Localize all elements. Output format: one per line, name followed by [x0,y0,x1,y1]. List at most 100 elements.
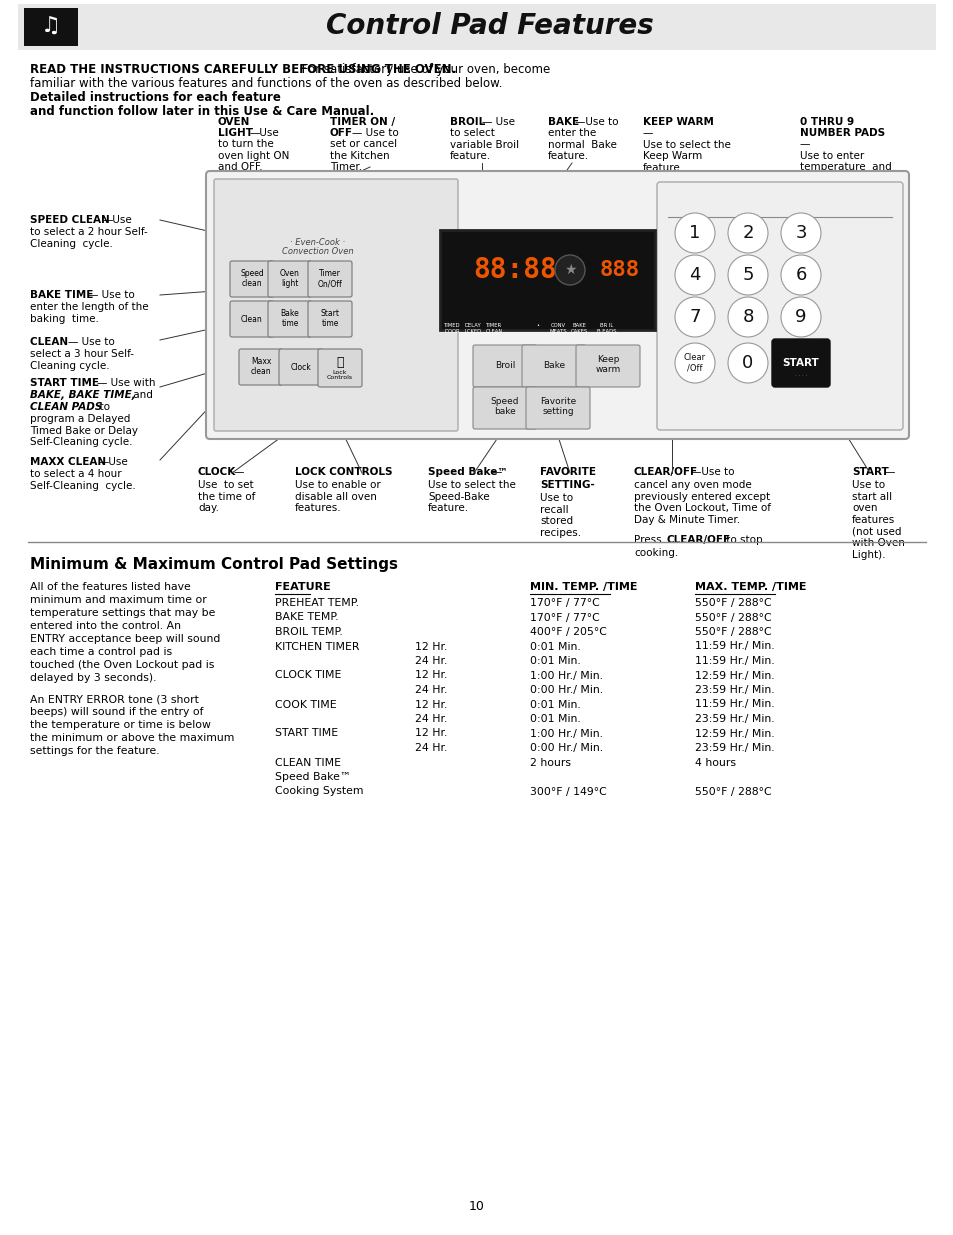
Text: CLOCK: CLOCK [198,467,236,477]
Circle shape [675,212,714,253]
Text: —
Use to select the
Keep Warm
feature.: — Use to select the Keep Warm feature. [642,128,730,173]
Text: 888: 888 [599,261,639,280]
Text: COOK TIME: COOK TIME [274,699,336,709]
Text: 550°F / 288°C: 550°F / 288°C [695,627,771,637]
Text: and function follow later in this Use & Care Manual.: and function follow later in this Use & … [30,105,374,119]
Text: 12:59 Hr./ Min.: 12:59 Hr./ Min. [695,671,774,680]
Text: to select a 4 hour
Self-Cleaning  cycle.: to select a 4 hour Self-Cleaning cycle. [30,469,135,490]
Text: delayed by 3 seconds).: delayed by 3 seconds). [30,673,156,683]
Text: 2 hours: 2 hours [530,757,571,767]
Text: program a Delayed
Timed Bake or Delay
Self-Cleaning cycle.: program a Delayed Timed Bake or Delay Se… [30,414,138,447]
Text: CLEAN TIME: CLEAN TIME [274,757,340,767]
FancyBboxPatch shape [213,179,457,431]
Text: 5: 5 [741,266,753,284]
Circle shape [675,254,714,295]
Text: 1:00 Hr./ Min.: 1:00 Hr./ Min. [530,671,602,680]
Text: 6: 6 [795,266,806,284]
Text: 4 hours: 4 hours [695,757,735,767]
Text: 🔒: 🔒 [335,357,343,369]
Text: each time a control pad is: each time a control pad is [30,647,172,657]
Text: 1: 1 [689,224,700,242]
Text: 12 Hr.: 12 Hr. [415,699,447,709]
Text: . . . .: . . . . [794,373,806,378]
Text: Use  to set
the time of
day.: Use to set the time of day. [198,480,255,514]
Text: 170°F / 77°C: 170°F / 77°C [530,613,599,622]
Circle shape [781,254,821,295]
Text: cancel any oven mode
previously entered except
the Oven Lockout, Time of
Day & M: cancel any oven mode previously entered … [634,480,770,525]
Circle shape [727,296,767,337]
Text: 24 Hr.: 24 Hr. [415,685,447,695]
Circle shape [727,343,767,383]
Text: 10: 10 [469,1200,484,1213]
Text: 9: 9 [795,308,806,326]
Text: to select
variable Broil
feature.: to select variable Broil feature. [450,128,518,162]
Circle shape [781,296,821,337]
Text: and: and [130,390,152,400]
FancyBboxPatch shape [230,301,274,337]
Text: 23:59 Hr./ Min.: 23:59 Hr./ Min. [695,714,774,724]
Text: BAKE
CAKES: BAKE CAKES [570,324,587,333]
Text: READ THE INSTRUCTIONS CAREFULLY BEFORE USING THE OVEN.: READ THE INSTRUCTIONS CAREFULLY BEFORE U… [30,63,456,77]
Text: —: — [492,467,502,477]
Text: —Use: —Use [250,128,279,138]
Text: Control Pad Features: Control Pad Features [326,12,653,40]
Text: MIN. TEMP. /TIME: MIN. TEMP. /TIME [530,582,637,592]
FancyBboxPatch shape [230,261,274,296]
Text: temperature settings that may be: temperature settings that may be [30,608,215,618]
Text: light: light [281,279,298,289]
Text: 88:88: 88:88 [473,256,557,284]
Text: Lock
Controls: Lock Controls [327,369,353,380]
FancyBboxPatch shape [308,301,352,337]
Text: — Use to: — Use to [68,337,114,347]
Text: 550°F / 288°C: 550°F / 288°C [695,598,771,608]
Text: CLEAR/OFF: CLEAR/OFF [634,467,698,477]
Text: entered into the control. An: entered into the control. An [30,621,181,631]
Circle shape [675,343,714,383]
Text: MAX. TEMP. /TIME: MAX. TEMP. /TIME [695,582,805,592]
Text: OVEN: OVEN [218,117,250,127]
Text: to: to [92,403,110,412]
Text: 7: 7 [688,308,700,326]
Text: 23:59 Hr./ Min.: 23:59 Hr./ Min. [695,685,774,695]
Circle shape [781,212,821,253]
Text: Press: Press [634,535,664,545]
Text: START: START [781,358,819,368]
Text: KITCHEN TIMER: KITCHEN TIMER [274,641,359,652]
Text: Speed Bake™: Speed Bake™ [428,467,507,477]
Text: SPEED CLEAN: SPEED CLEAN [30,215,110,225]
Text: —Use: —Use [103,215,132,225]
Text: minimum and maximum time or: minimum and maximum time or [30,595,207,605]
FancyBboxPatch shape [771,338,829,387]
Text: LIGHT: LIGHT [218,128,253,138]
Text: 300°F / 149°C: 300°F / 149°C [530,787,606,797]
FancyBboxPatch shape [525,387,589,429]
Text: Favorite: Favorite [539,398,576,406]
Text: PREHEAT TEMP.: PREHEAT TEMP. [274,598,358,608]
Text: BAKE TEMP.: BAKE TEMP. [274,613,338,622]
Circle shape [555,254,584,285]
Text: BAKE: BAKE [547,117,578,127]
Text: Clean: Clean [241,315,263,324]
Text: to turn the
oven light ON
and OFF.: to turn the oven light ON and OFF. [218,140,289,172]
Text: BROIL TEMP.: BROIL TEMP. [274,627,342,637]
Text: 3: 3 [795,224,806,242]
Text: TIMED
DOOR: TIMED DOOR [443,324,459,333]
Text: An ENTRY ERROR tone (3 short: An ENTRY ERROR tone (3 short [30,694,198,704]
FancyBboxPatch shape [317,350,361,387]
Text: beeps) will sound if the entry of: beeps) will sound if the entry of [30,706,203,718]
Text: Maxx: Maxx [251,357,271,367]
Text: CLOCK TIME: CLOCK TIME [274,671,341,680]
Text: 11:59 Hr./ Min.: 11:59 Hr./ Min. [695,656,774,666]
Text: — Use to: — Use to [88,290,134,300]
FancyBboxPatch shape [473,345,537,387]
Text: —: — [233,467,244,477]
Text: set or cancel
the Kitchen
Timer.: set or cancel the Kitchen Timer. [330,140,396,172]
Text: 1:00 Hr./ Min.: 1:00 Hr./ Min. [530,729,602,739]
Text: time: time [281,320,298,329]
Text: warm: warm [595,366,620,374]
Text: DELAY
LCKED: DELAY LCKED [464,324,481,333]
Text: Bake: Bake [542,361,564,369]
Text: the temperature or time is below: the temperature or time is below [30,720,211,730]
Text: 24 Hr.: 24 Hr. [415,743,447,753]
Text: 12 Hr.: 12 Hr. [415,729,447,739]
